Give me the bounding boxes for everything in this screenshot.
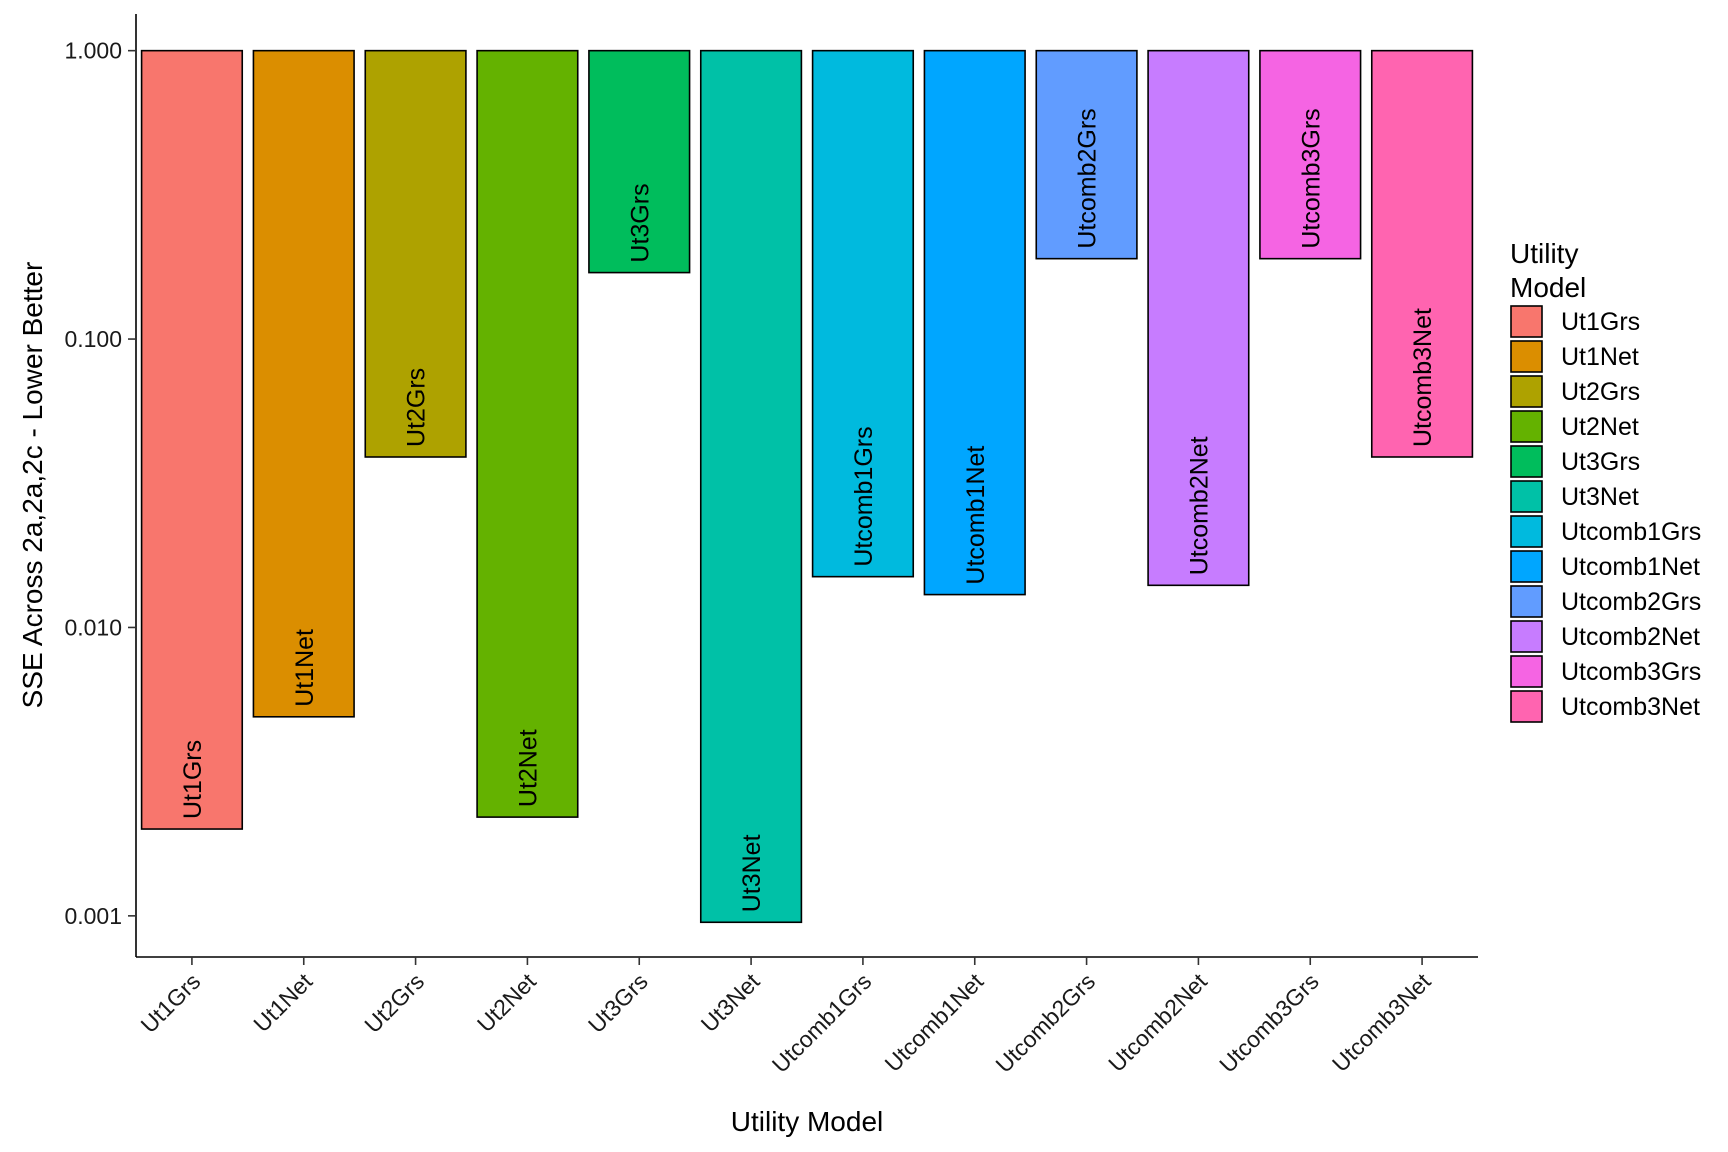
bar-Utcomb1Net (923, 49, 1026, 596)
legend-label-Utcomb2Grs: Utcomb2Grs (1561, 588, 1701, 616)
y-tick-label-0.100: 0.100 (64, 326, 122, 352)
bars-group (140, 49, 1474, 924)
legend-label-Ut2Grs: Ut2Grs (1561, 378, 1640, 406)
x-tick-label-Ut1Grs: Ut1Grs (136, 968, 206, 1038)
legend-label-Ut1Grs: Ut1Grs (1561, 308, 1640, 336)
bar-Ut3Net (699, 49, 803, 924)
bar-labels-group: Ut1Grs Ut1Net Ut2Grs Ut2Net Ut3Grs Ut3Net Utco… (179, 108, 1437, 912)
legend-key-Ut3Grs (1510, 445, 1543, 478)
legend-key-Ut2Grs (1510, 375, 1543, 408)
x-tick-label-Ut3Grs: Ut3Grs (583, 968, 653, 1038)
bar-label-Utcomb2Grs: Utcomb2Grs (1074, 108, 1102, 248)
legend-label-Ut2Net: Ut2Net (1561, 413, 1639, 441)
legend-label-Utcomb2Net: Utcomb2Net (1561, 623, 1700, 651)
legend-key-Ut1Grs (1510, 305, 1543, 338)
bar-Utcomb1Grs (811, 49, 915, 578)
x-tick-label-Ut3Net: Ut3Net (696, 968, 765, 1037)
bar-Ut1Grs (140, 49, 244, 830)
legend-label-Utcomb1Grs: Utcomb1Grs (1561, 518, 1701, 546)
legend-items: Ut1Grs Ut1Net Ut2Grs Ut2Net Ut3Grs Ut3Net Utco… (1510, 305, 1701, 723)
y-axis-title: SSE Across 2a,2a,2c - Lower Better (17, 262, 48, 709)
legend-key-Utcomb2Net (1510, 620, 1543, 653)
x-tick-label-Utcomb3Grs: Utcomb3Grs (1214, 968, 1324, 1078)
x-ticks-group: Ut1Grs Ut1Net Ut2Grs Ut2Net Ut3Grs Ut3Net Utco… (136, 957, 1436, 1078)
bar-Utcomb2Net (1147, 49, 1250, 587)
bar-label-Ut1Grs: Ut1Grs (179, 740, 207, 819)
x-tick-label-Utcomb1Net: Utcomb1Net (880, 968, 989, 1077)
x-tick-label-Utcomb2Net: Utcomb2Net (1103, 968, 1212, 1077)
y-tick-label-1.000: 1.000 (64, 38, 122, 64)
legend-key-Utcomb1Net (1510, 550, 1543, 583)
y-tick-label-0.001: 0.001 (64, 903, 122, 929)
bar-Ut2Grs (364, 49, 467, 458)
legend-key-Utcomb2Grs (1510, 585, 1543, 618)
legend-key-Utcomb3Net (1510, 690, 1543, 723)
legend: Utility Model Ut1GrsUt1NetUt2GrsUt2NetUt… (1510, 238, 1701, 723)
bar-label-Ut3Net: Ut3Net (738, 834, 766, 912)
bar-label-Utcomb1Net: Utcomb1Net (962, 446, 990, 585)
legend-label-Utcomb3Net: Utcomb3Net (1561, 693, 1700, 721)
legend-key-Ut2Net (1510, 410, 1543, 443)
legend-key-Utcomb3Grs (1510, 655, 1543, 688)
legend-label-Ut3Grs: Ut3Grs (1561, 448, 1640, 476)
axes-group (135, 14, 1478, 958)
bar-Ut3Grs (588, 49, 691, 274)
bar-label-Ut1Net: Ut1Net (291, 629, 319, 707)
x-tick-label-Utcomb1Grs: Utcomb1Grs (767, 968, 877, 1078)
bar-label-Utcomb1Grs: Utcomb1Grs (850, 426, 878, 566)
legend-key-Ut3Net (1510, 480, 1543, 513)
x-tick-label-Utcomb3Net: Utcomb3Net (1327, 968, 1436, 1077)
bar-label-Ut2Net: Ut2Net (514, 729, 542, 807)
bar-Utcomb3Grs (1259, 49, 1362, 260)
x-tick-label-Ut1Net: Ut1Net (248, 968, 317, 1037)
bar-label-Utcomb3Net: Utcomb3Net (1409, 308, 1437, 447)
y-ticks-group: 0.001 0.010 0.100 1.000 (64, 38, 136, 929)
legend-title-line-1: Utility (1510, 238, 1578, 269)
legend-label-Ut1Net: Ut1Net (1561, 343, 1639, 371)
y-tick-label-0.010: 0.010 (64, 614, 122, 640)
legend-title-line-2: Model (1510, 272, 1586, 303)
bar-Ut2Net (476, 49, 579, 818)
legend-key-Ut1Net (1510, 340, 1543, 373)
bar-Utcomb2Grs (1035, 49, 1138, 260)
bar-label-Ut2Grs: Ut2Grs (403, 368, 431, 447)
bar-label-Ut3Grs: Ut3Grs (626, 183, 654, 262)
x-tick-label-Ut2Net: Ut2Net (472, 968, 541, 1037)
x-tick-label-Ut2Grs: Ut2Grs (359, 968, 429, 1038)
legend-label-Ut3Net: Ut3Net (1561, 483, 1639, 511)
legend-key-Utcomb1Grs (1510, 515, 1543, 548)
x-axis-title: Utility Model (731, 1106, 883, 1137)
legend-label-Utcomb3Grs: Utcomb3Grs (1561, 658, 1701, 686)
bar-label-Utcomb2Net: Utcomb2Net (1185, 436, 1213, 575)
legend-label-Utcomb1Net: Utcomb1Net (1561, 553, 1700, 581)
bar-Utcomb3Net (1370, 49, 1474, 458)
x-tick-label-Utcomb2Grs: Utcomb2Grs (990, 968, 1100, 1078)
bar-Ut1Net (252, 49, 355, 718)
bar-label-Utcomb3Grs: Utcomb3Grs (1297, 108, 1325, 248)
